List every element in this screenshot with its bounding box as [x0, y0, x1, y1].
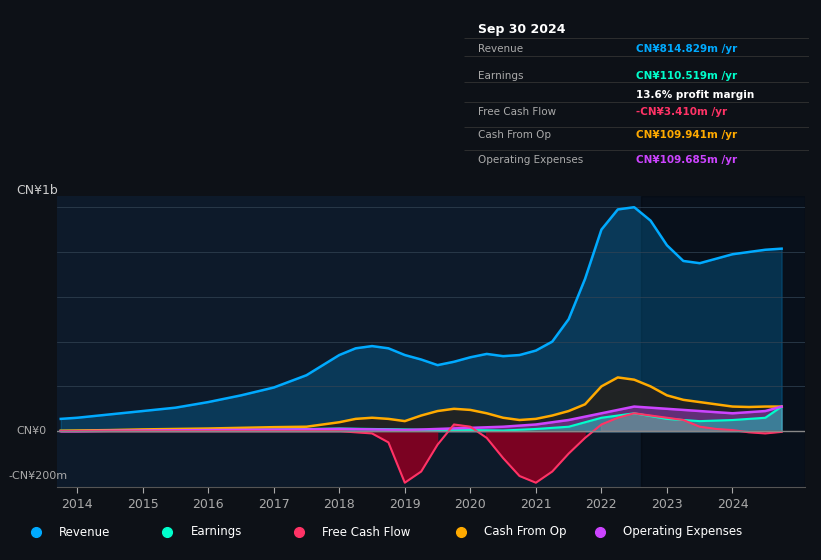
- Text: Cash From Op: Cash From Op: [484, 525, 566, 539]
- Text: -CN¥200m: -CN¥200m: [9, 471, 68, 481]
- Text: Operating Expenses: Operating Expenses: [623, 525, 742, 539]
- Text: CN¥1b: CN¥1b: [16, 184, 58, 197]
- Text: -CN¥3.410m /yr: -CN¥3.410m /yr: [636, 107, 727, 117]
- Text: Free Cash Flow: Free Cash Flow: [478, 107, 556, 117]
- Text: Cash From Op: Cash From Op: [478, 130, 551, 140]
- Text: Revenue: Revenue: [59, 525, 111, 539]
- Text: Revenue: Revenue: [478, 44, 523, 54]
- Text: Free Cash Flow: Free Cash Flow: [322, 525, 410, 539]
- Text: Operating Expenses: Operating Expenses: [478, 155, 583, 165]
- Text: CN¥0: CN¥0: [16, 426, 47, 436]
- Bar: [640, 196, 805, 487]
- Text: CN¥814.829m /yr: CN¥814.829m /yr: [636, 44, 737, 54]
- Text: Earnings: Earnings: [478, 71, 523, 81]
- Text: Sep 30 2024: Sep 30 2024: [478, 23, 565, 36]
- Text: 13.6% profit margin: 13.6% profit margin: [636, 91, 754, 100]
- Text: CN¥110.519m /yr: CN¥110.519m /yr: [636, 71, 737, 81]
- Text: CN¥109.941m /yr: CN¥109.941m /yr: [636, 130, 737, 140]
- Text: Earnings: Earnings: [190, 525, 242, 539]
- Text: CN¥109.685m /yr: CN¥109.685m /yr: [636, 155, 737, 165]
